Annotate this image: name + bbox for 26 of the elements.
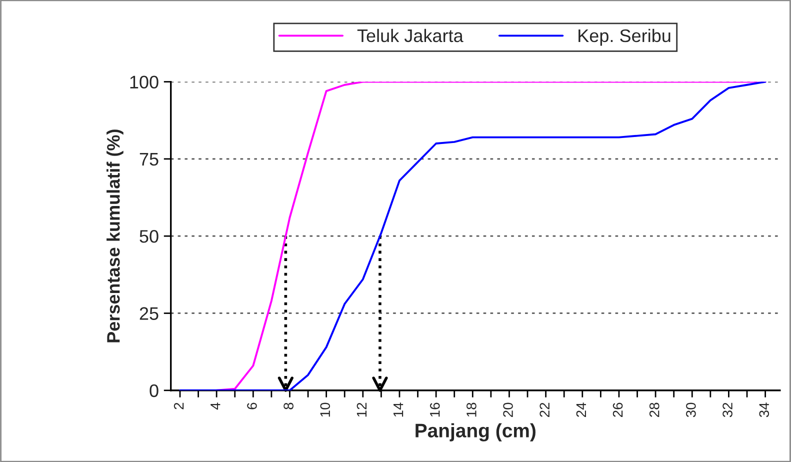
x-tick-label: 14	[394, 402, 404, 417]
x-tick-label: 20	[503, 402, 513, 417]
x-tick-label: 6	[247, 402, 257, 410]
x-tick-label: 8	[284, 402, 294, 410]
x-tick-label: 10	[320, 402, 330, 417]
x-tick-label: 34	[759, 402, 770, 418]
y-tick-label: 50	[140, 230, 158, 243]
legend-label: Teluk Jakarta	[357, 28, 464, 42]
x-tick-label: 12	[356, 402, 366, 417]
x-tick-label: 22	[540, 402, 550, 417]
x-tick-label: 4	[210, 402, 220, 410]
y-tick-label: 75	[140, 153, 158, 166]
legend-label: Kep. Seribu	[578, 28, 670, 46]
x-tick-label: 2	[174, 402, 184, 410]
y-tick-label: 100	[130, 76, 158, 88]
x-tick-label: 18	[466, 402, 476, 417]
x-tick-label: 26	[612, 402, 623, 417]
y-tick-label: 0	[150, 384, 158, 398]
x-tick-label: 28	[649, 402, 660, 417]
y-tick-label: 25	[140, 307, 158, 320]
x-tick-label: 30	[686, 402, 696, 418]
x-tick-label: 24	[576, 402, 586, 417]
x-tick-label: 32	[722, 402, 732, 418]
y-axis-title: Persentase kumulatif (%)	[106, 130, 124, 342]
x-axis-title: Panjang (cm)	[416, 423, 536, 442]
x-tick-label: 16	[430, 402, 440, 417]
